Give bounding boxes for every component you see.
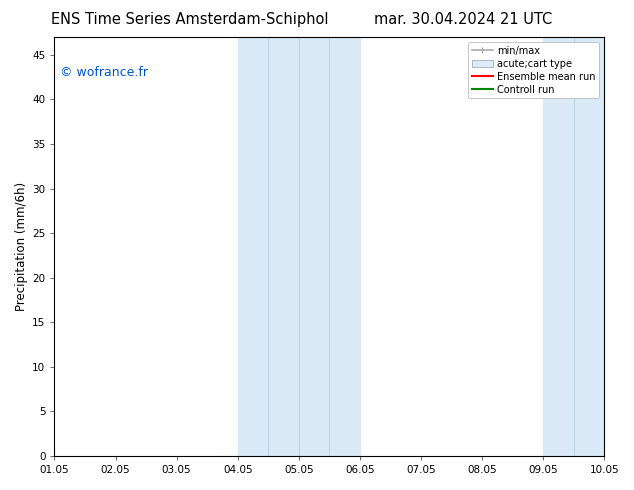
Text: © wofrance.fr: © wofrance.fr bbox=[60, 66, 148, 79]
Text: mar. 30.04.2024 21 UTC: mar. 30.04.2024 21 UTC bbox=[373, 12, 552, 27]
Bar bbox=[543, 37, 604, 456]
Text: ENS Time Series Amsterdam-Schiphol: ENS Time Series Amsterdam-Schiphol bbox=[51, 12, 329, 27]
Legend: min/max, acute;cart type, Ensemble mean run, Controll run: min/max, acute;cart type, Ensemble mean … bbox=[468, 42, 599, 98]
Bar bbox=[238, 37, 360, 456]
Y-axis label: Precipitation (mm/6h): Precipitation (mm/6h) bbox=[15, 182, 28, 311]
